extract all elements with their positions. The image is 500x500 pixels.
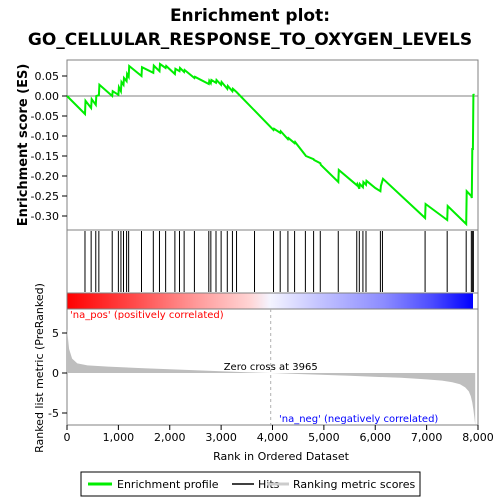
xtick-label: 4,000 [257,431,289,444]
chart-title-line2: GO_CELLULAR_RESPONSE_TO_OXYGEN_LEVELS [28,30,472,50]
legend-metric-label: Ranking metric scores [293,478,415,491]
ranked-panel-frame [66,308,479,426]
es-ytick-label: -0.05 [31,110,59,123]
xaxis-label: Rank in Ordered Dataset [213,450,350,463]
chart-title-line1: Enrichment plot: [170,6,330,26]
neg-correlated-label: 'na_neg' (negatively correlated) [279,414,438,425]
ranked-ytick-label: 0 [52,367,59,380]
es-ytick-label: 0.00 [35,90,60,103]
es-panel-frame [66,59,479,231]
es-ytick-label: -0.15 [31,150,59,163]
hits-panel-frame [66,229,479,294]
xtick-label: 0 [64,431,71,444]
xtick-label: 7,000 [411,431,443,444]
legend-profile-label: Enrichment profile [117,478,219,491]
es-ytick-label: -0.30 [31,210,59,223]
xtick-label: 1,000 [103,431,135,444]
es-ytick-label: -0.20 [31,170,59,183]
xtick-label: 3,000 [205,431,237,444]
ranked-ytick-label: -5 [48,407,59,420]
xtick-label: 5,000 [308,431,340,444]
ranked-ytick-label: 5 [52,327,59,340]
es-yaxis-ticks: 0.05 0.00 -0.05 -0.10 -0.15 -0.20 -0.25 -0.30 [31,70,67,223]
pos-correlated-label: 'na_pos' (positively correlated) [70,310,224,321]
zero-cross-label: Zero cross at 3965 [224,362,318,373]
enrichment-profile-line [66,62,475,227]
xtick-label: 2,000 [154,431,186,444]
xaxis-ticks: 0 1,000 2,000 3,000 4,000 5,000 6,000 7,000 8,00… [64,425,494,444]
ranked-yaxis-ticks: 5 0 -5 [48,327,67,420]
correlation-color-band [67,293,473,309]
ranking-metric-area [67,329,476,425]
es-ytick-label: -0.25 [31,190,59,203]
xtick-label: 6,000 [360,431,392,444]
hits-marks [84,231,474,292]
es-ytick-label: 0.05 [35,70,60,83]
es-ylabel: Enrichment score (ES) [16,64,31,227]
es-ytick-label: -0.10 [31,130,59,143]
xtick-label: 8,000 [462,431,494,444]
ranked-ylabel: Ranked list metric (PreRanked) [33,283,46,453]
